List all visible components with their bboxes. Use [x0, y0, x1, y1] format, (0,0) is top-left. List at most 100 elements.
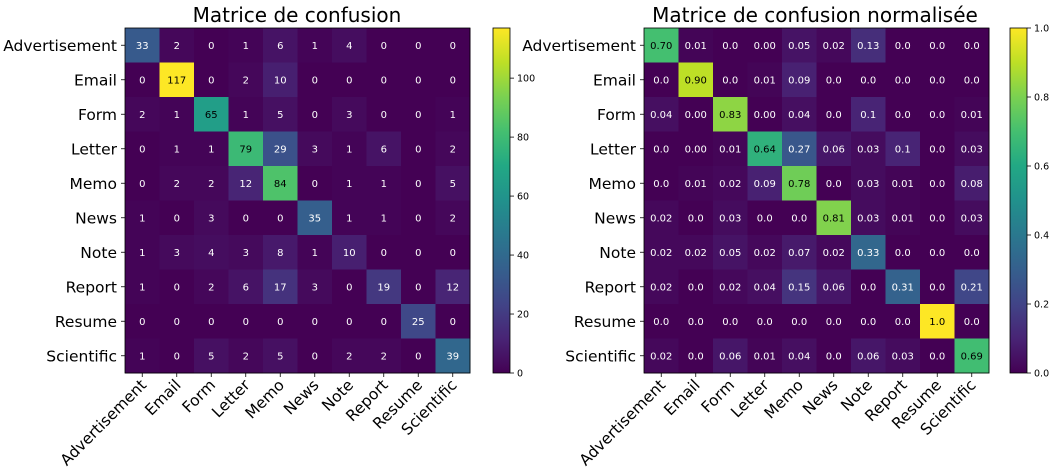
heatmap-cell — [435, 131, 471, 167]
heatmap-cell — [920, 200, 955, 236]
x-tick-label: Email — [660, 376, 703, 419]
heatmap-cell — [782, 235, 817, 270]
heatmap-cell — [851, 235, 886, 270]
cell-label: 0.81 — [823, 213, 845, 224]
colorbar-tick-label: 0 — [517, 369, 523, 380]
cell-label: 3 — [208, 213, 214, 224]
colorbar-tick-label: 20 — [517, 310, 529, 321]
cell-label: 10 — [343, 248, 356, 259]
cell-label: 0 — [208, 317, 214, 328]
cell-label: 1 — [139, 282, 145, 293]
x-tick-label: Advertisement — [57, 376, 150, 469]
cell-label: 1 — [312, 41, 318, 52]
cell-label: 0 — [139, 75, 145, 86]
y-tick-label: Memo — [70, 175, 118, 193]
heatmap-cell — [125, 338, 160, 374]
heatmap-cell — [954, 97, 990, 132]
cell-label: 0.70 — [650, 41, 672, 52]
heatmap-cell — [954, 235, 990, 270]
cell-label: 0.0 — [895, 75, 911, 86]
heatmap-cell — [678, 97, 714, 132]
heatmap-cell — [297, 166, 333, 201]
heatmap-cell — [713, 97, 748, 132]
colorbar-tick-label: 80 — [517, 133, 529, 144]
heatmap-cell — [159, 28, 195, 63]
heatmap-cell — [401, 235, 436, 270]
cell-label: 0.0 — [929, 248, 945, 259]
colorbar-tick-label: 0.2 — [1034, 300, 1049, 311]
cell-label: 0.0 — [722, 317, 738, 328]
heatmap-cell — [816, 62, 852, 98]
heatmap-cell — [125, 97, 160, 132]
y-tick-label: Letter — [71, 140, 118, 158]
cell-label: 0.07 — [788, 248, 810, 259]
heatmap-cell — [194, 235, 229, 270]
cell-label: 5 — [208, 351, 214, 362]
heatmap-cell — [435, 338, 471, 374]
heatmap-cell — [851, 200, 886, 236]
heatmap-cell — [713, 131, 748, 167]
cell-label: 0.13 — [857, 41, 879, 52]
cell-label: 0 — [243, 213, 249, 224]
colorbar — [1010, 28, 1027, 373]
heatmap-cell — [920, 131, 955, 167]
heatmap-cell — [851, 269, 886, 305]
heatmap-cell — [678, 338, 714, 374]
cell-label: 0.0 — [929, 179, 945, 190]
cell-label: 0 — [381, 110, 387, 121]
cell-label: 33 — [136, 41, 149, 52]
cell-label: 4 — [208, 248, 214, 259]
heatmap-cell — [644, 338, 679, 374]
heatmap-cell — [713, 166, 748, 201]
cell-label: 0.02 — [754, 248, 776, 259]
cell-label: 0 — [277, 213, 283, 224]
cell-label: 0 — [277, 317, 283, 328]
cell-label: 0 — [415, 110, 421, 121]
cell-label: 35 — [308, 213, 321, 224]
cell-label: 5 — [277, 110, 283, 121]
heatmap-cell — [332, 62, 367, 98]
cell-label: 0.0 — [826, 317, 842, 328]
heatmap-cell — [713, 62, 748, 98]
heatmap-cell — [747, 269, 783, 305]
cell-label: 0.31 — [892, 282, 914, 293]
y-tick-label: Letter — [590, 140, 637, 158]
heatmap-cell — [159, 338, 195, 374]
cell-label: 0.02 — [650, 213, 672, 224]
plot-frame — [124, 27, 471, 374]
cell-label: 0 — [415, 213, 421, 224]
heatmap-cell — [332, 131, 367, 167]
cell-label: 0.02 — [650, 282, 672, 293]
cell-label: 1 — [312, 248, 318, 259]
heatmap-cell — [159, 235, 195, 270]
heatmap-cell — [816, 200, 852, 236]
cell-label: 1 — [381, 213, 387, 224]
heatmap-cell — [920, 166, 955, 201]
heatmap-cell — [747, 304, 783, 339]
heatmap-cell — [851, 338, 886, 374]
heatmap-cell — [435, 200, 471, 236]
heatmap-cell — [263, 235, 298, 270]
heatmap-cell — [228, 338, 264, 374]
y-tick-label: Advertisement — [522, 37, 636, 55]
cell-label: 0 — [415, 351, 421, 362]
cell-label: 1 — [346, 144, 352, 155]
cell-label: 6 — [277, 41, 283, 52]
cell-label: 1 — [381, 179, 387, 190]
cell-label: 0.03 — [961, 213, 983, 224]
cell-label: 0.1 — [895, 144, 911, 155]
heatmap-cell — [228, 235, 264, 270]
heatmap-cell — [366, 28, 402, 63]
heatmap-cell — [920, 235, 955, 270]
cell-label: 4 — [346, 41, 352, 52]
cell-label: 2 — [174, 41, 180, 52]
colorbar-frame — [492, 27, 511, 374]
cell-label: 0.0 — [722, 41, 738, 52]
cell-label: 0.83 — [719, 110, 741, 121]
heatmap-cell — [644, 131, 679, 167]
cell-label: 0 — [139, 317, 145, 328]
heatmap-cell — [954, 166, 990, 201]
cell-label: 1 — [243, 41, 249, 52]
cell-label: 2 — [208, 179, 214, 190]
cell-label: 0.03 — [961, 144, 983, 155]
